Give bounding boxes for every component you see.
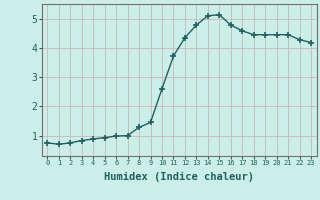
X-axis label: Humidex (Indice chaleur): Humidex (Indice chaleur) [104,172,254,182]
